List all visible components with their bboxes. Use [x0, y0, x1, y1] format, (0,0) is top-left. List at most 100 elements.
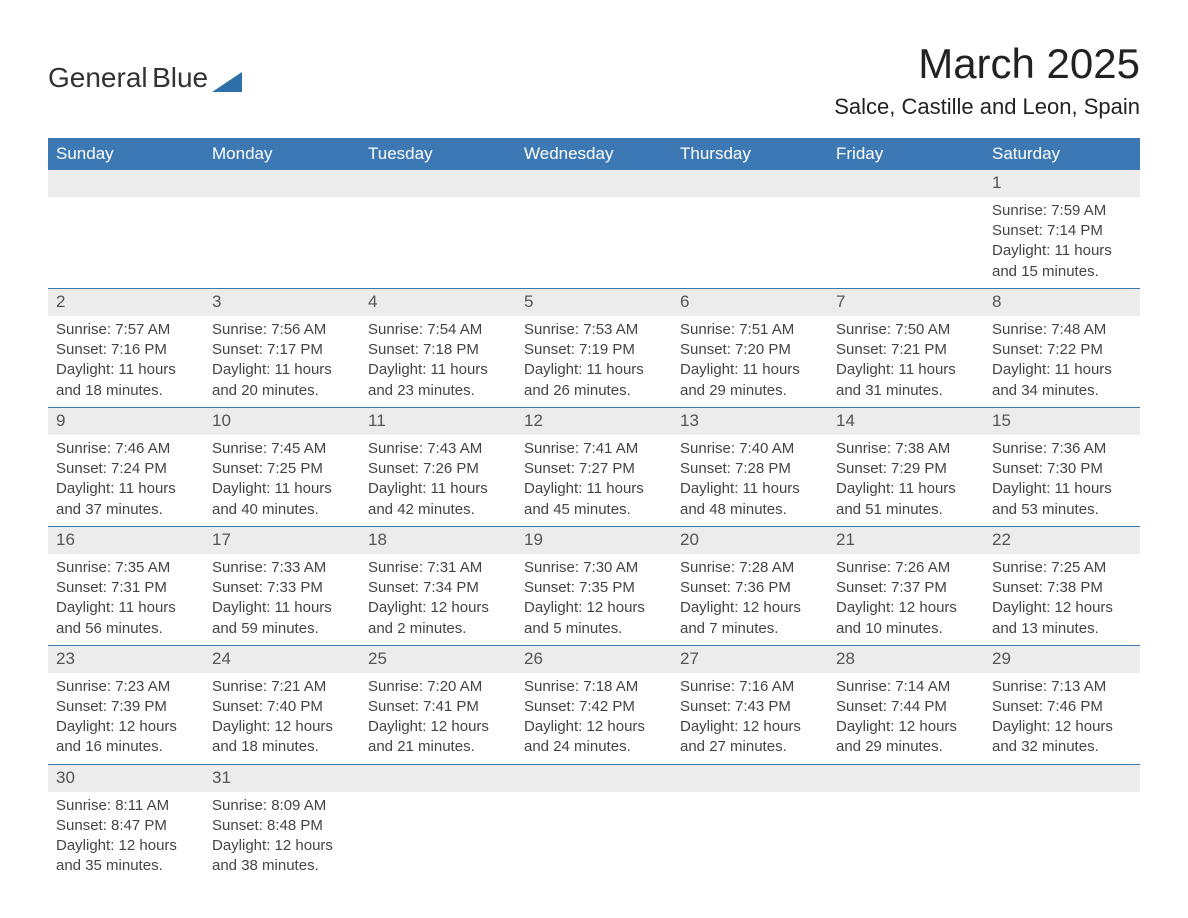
sunrise-text: Sunrise: 7:35 AM: [56, 558, 196, 578]
daylight-text: Daylight: 11 hours and 31 minutes.: [836, 360, 976, 401]
sunrise-text: Sunrise: 7:21 AM: [212, 677, 352, 697]
day-number: [516, 170, 672, 197]
weekday-header: Thursday: [672, 138, 828, 170]
day-content: Sunrise: 7:38 AMSunset: 7:29 PMDaylight:…: [828, 435, 984, 526]
daylight-text: Daylight: 11 hours and 45 minutes.: [524, 479, 664, 520]
daylight-text: Daylight: 12 hours and 7 minutes.: [680, 598, 820, 639]
calendar-day-empty: [204, 170, 360, 288]
calendar-day: 29Sunrise: 7:13 AMSunset: 7:46 PMDayligh…: [984, 645, 1140, 764]
weekday-header: Sunday: [48, 138, 204, 170]
logo-word2: Blue: [152, 62, 208, 93]
day-content: Sunrise: 7:25 AMSunset: 7:38 PMDaylight:…: [984, 554, 1140, 645]
day-number: [672, 170, 828, 197]
day-number: 30: [48, 765, 204, 792]
day-content: Sunrise: 7:45 AMSunset: 7:25 PMDaylight:…: [204, 435, 360, 526]
sunrise-text: Sunrise: 7:56 AM: [212, 320, 352, 340]
calendar-day: 22Sunrise: 7:25 AMSunset: 7:38 PMDayligh…: [984, 526, 1140, 645]
day-number: 7: [828, 289, 984, 316]
calendar-day: 12Sunrise: 7:41 AMSunset: 7:27 PMDayligh…: [516, 407, 672, 526]
sunset-text: Sunset: 7:42 PM: [524, 697, 664, 717]
calendar-day: 7Sunrise: 7:50 AMSunset: 7:21 PMDaylight…: [828, 288, 984, 407]
day-number: 12: [516, 408, 672, 435]
day-content: Sunrise: 7:50 AMSunset: 7:21 PMDaylight:…: [828, 316, 984, 407]
day-content: Sunrise: 7:23 AMSunset: 7:39 PMDaylight:…: [48, 673, 204, 764]
day-content: Sunrise: 7:57 AMSunset: 7:16 PMDaylight:…: [48, 316, 204, 407]
calendar-day: 26Sunrise: 7:18 AMSunset: 7:42 PMDayligh…: [516, 645, 672, 764]
calendar-day: 8Sunrise: 7:48 AMSunset: 7:22 PMDaylight…: [984, 288, 1140, 407]
sunset-text: Sunset: 7:24 PM: [56, 459, 196, 479]
sunset-text: Sunset: 7:28 PM: [680, 459, 820, 479]
calendar-day: 30Sunrise: 8:11 AMSunset: 8:47 PMDayligh…: [48, 764, 204, 882]
daylight-text: Daylight: 12 hours and 10 minutes.: [836, 598, 976, 639]
sunrise-text: Sunrise: 7:13 AM: [992, 677, 1132, 697]
day-number: 13: [672, 408, 828, 435]
day-content: Sunrise: 7:26 AMSunset: 7:37 PMDaylight:…: [828, 554, 984, 645]
daylight-text: Daylight: 12 hours and 13 minutes.: [992, 598, 1132, 639]
day-number: 9: [48, 408, 204, 435]
day-content: Sunrise: 7:20 AMSunset: 7:41 PMDaylight:…: [360, 673, 516, 764]
sunset-text: Sunset: 7:21 PM: [836, 340, 976, 360]
logo-word1: General: [48, 62, 148, 93]
daylight-text: Daylight: 12 hours and 27 minutes.: [680, 717, 820, 758]
daylight-text: Daylight: 11 hours and 15 minutes.: [992, 241, 1132, 282]
sunset-text: Sunset: 7:46 PM: [992, 697, 1132, 717]
day-content: [984, 792, 1140, 862]
calendar-day: 3Sunrise: 7:56 AMSunset: 7:17 PMDaylight…: [204, 288, 360, 407]
day-number: 10: [204, 408, 360, 435]
daylight-text: Daylight: 11 hours and 26 minutes.: [524, 360, 664, 401]
calendar-day: 28Sunrise: 7:14 AMSunset: 7:44 PMDayligh…: [828, 645, 984, 764]
day-number: [828, 170, 984, 197]
day-number: 3: [204, 289, 360, 316]
day-number: [360, 170, 516, 197]
sunset-text: Sunset: 7:44 PM: [836, 697, 976, 717]
daylight-text: Daylight: 12 hours and 5 minutes.: [524, 598, 664, 639]
day-content: Sunrise: 7:21 AMSunset: 7:40 PMDaylight:…: [204, 673, 360, 764]
calendar-day: 14Sunrise: 7:38 AMSunset: 7:29 PMDayligh…: [828, 407, 984, 526]
daylight-text: Daylight: 12 hours and 38 minutes.: [212, 836, 352, 877]
day-content: Sunrise: 7:51 AMSunset: 7:20 PMDaylight:…: [672, 316, 828, 407]
sunrise-text: Sunrise: 7:40 AM: [680, 439, 820, 459]
day-content: Sunrise: 7:30 AMSunset: 7:35 PMDaylight:…: [516, 554, 672, 645]
weekday-header: Monday: [204, 138, 360, 170]
calendar-week: 1Sunrise: 7:59 AMSunset: 7:14 PMDaylight…: [48, 170, 1140, 288]
sunrise-text: Sunrise: 7:51 AM: [680, 320, 820, 340]
day-number: 11: [360, 408, 516, 435]
day-content: Sunrise: 7:33 AMSunset: 7:33 PMDaylight:…: [204, 554, 360, 645]
daylight-text: Daylight: 11 hours and 23 minutes.: [368, 360, 508, 401]
day-number: [828, 765, 984, 792]
day-content: [516, 197, 672, 267]
header: General Blue March 2025 Salce, Castille …: [48, 40, 1140, 120]
daylight-text: Daylight: 11 hours and 34 minutes.: [992, 360, 1132, 401]
sunrise-text: Sunrise: 7:54 AM: [368, 320, 508, 340]
day-number: 17: [204, 527, 360, 554]
sunset-text: Sunset: 7:39 PM: [56, 697, 196, 717]
sunset-text: Sunset: 7:25 PM: [212, 459, 352, 479]
calendar-day: 1Sunrise: 7:59 AMSunset: 7:14 PMDaylight…: [984, 170, 1140, 288]
day-content: Sunrise: 7:53 AMSunset: 7:19 PMDaylight:…: [516, 316, 672, 407]
day-number: 4: [360, 289, 516, 316]
day-content: [48, 197, 204, 267]
day-number: 6: [672, 289, 828, 316]
calendar-day: 5Sunrise: 7:53 AMSunset: 7:19 PMDaylight…: [516, 288, 672, 407]
sunrise-text: Sunrise: 7:48 AM: [992, 320, 1132, 340]
day-content: Sunrise: 7:28 AMSunset: 7:36 PMDaylight:…: [672, 554, 828, 645]
day-number: [984, 765, 1140, 792]
sunrise-text: Sunrise: 7:38 AM: [836, 439, 976, 459]
sunrise-text: Sunrise: 7:43 AM: [368, 439, 508, 459]
sunrise-text: Sunrise: 8:11 AM: [56, 796, 196, 816]
sunrise-text: Sunrise: 7:25 AM: [992, 558, 1132, 578]
sunset-text: Sunset: 7:43 PM: [680, 697, 820, 717]
day-content: Sunrise: 7:43 AMSunset: 7:26 PMDaylight:…: [360, 435, 516, 526]
sunrise-text: Sunrise: 7:59 AM: [992, 201, 1132, 221]
location: Salce, Castille and Leon, Spain: [834, 94, 1140, 120]
sunset-text: Sunset: 7:40 PM: [212, 697, 352, 717]
day-number: [672, 765, 828, 792]
day-number: 21: [828, 527, 984, 554]
sunset-text: Sunset: 7:37 PM: [836, 578, 976, 598]
day-content: Sunrise: 7:46 AMSunset: 7:24 PMDaylight:…: [48, 435, 204, 526]
daylight-text: Daylight: 12 hours and 21 minutes.: [368, 717, 508, 758]
sunrise-text: Sunrise: 7:50 AM: [836, 320, 976, 340]
sunset-text: Sunset: 7:18 PM: [368, 340, 508, 360]
daylight-text: Daylight: 11 hours and 51 minutes.: [836, 479, 976, 520]
sunset-text: Sunset: 7:17 PM: [212, 340, 352, 360]
